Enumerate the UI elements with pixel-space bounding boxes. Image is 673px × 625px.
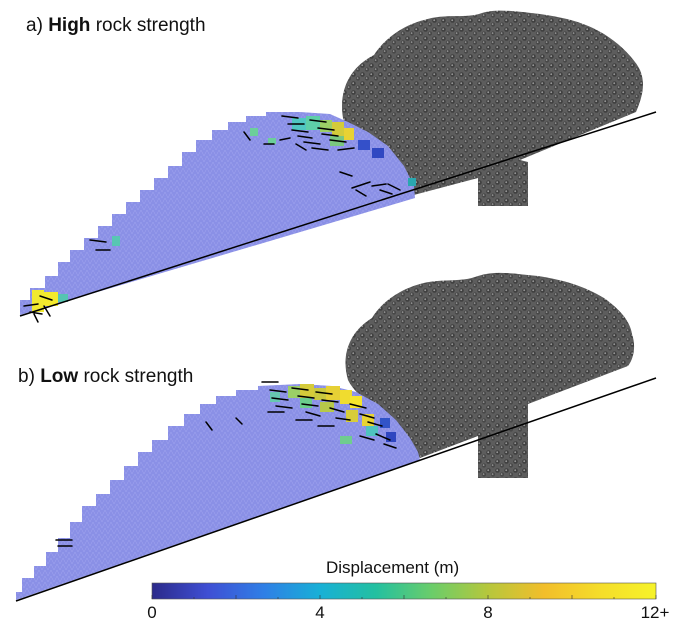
colorbar-tick-label: 12+	[640, 603, 670, 622]
panel-a-slope-line	[19, 111, 657, 317]
panel-b-slope-line	[15, 377, 657, 602]
panel-b-title: b) Low rock strength	[18, 366, 193, 388]
panel-b-suffix: rock strength	[83, 366, 194, 387]
panel-a-particle-cloud	[341, 10, 643, 207]
panel-b-particle-cloud	[345, 272, 635, 478]
colorbar-title: Displacement (m)	[326, 558, 460, 577]
colorbar-tick-label: 0	[147, 603, 157, 622]
colorbar-tick-label: 8	[483, 603, 493, 622]
panel-a-motion-arrows	[23, 115, 401, 323]
panel-a	[19, 10, 657, 323]
panel-b-rock-mass	[16, 384, 420, 600]
panel-a-title: a) High rock strength	[26, 15, 206, 37]
colorbar-tick-label: 4	[315, 603, 325, 622]
panel-a-emphasis: High	[48, 15, 91, 36]
panel-b-motion-arrows	[55, 381, 397, 547]
panel-a-suffix: rock strength	[95, 15, 206, 36]
panel-a-rock-mass	[20, 112, 415, 315]
panel-a-prefix: a)	[26, 15, 43, 36]
panel-b	[15, 272, 657, 602]
colorbar-ticks	[151, 595, 657, 599]
colorbar	[151, 582, 657, 600]
panel-b-emphasis: Low	[40, 366, 79, 387]
panel-b-prefix: b)	[18, 366, 35, 387]
